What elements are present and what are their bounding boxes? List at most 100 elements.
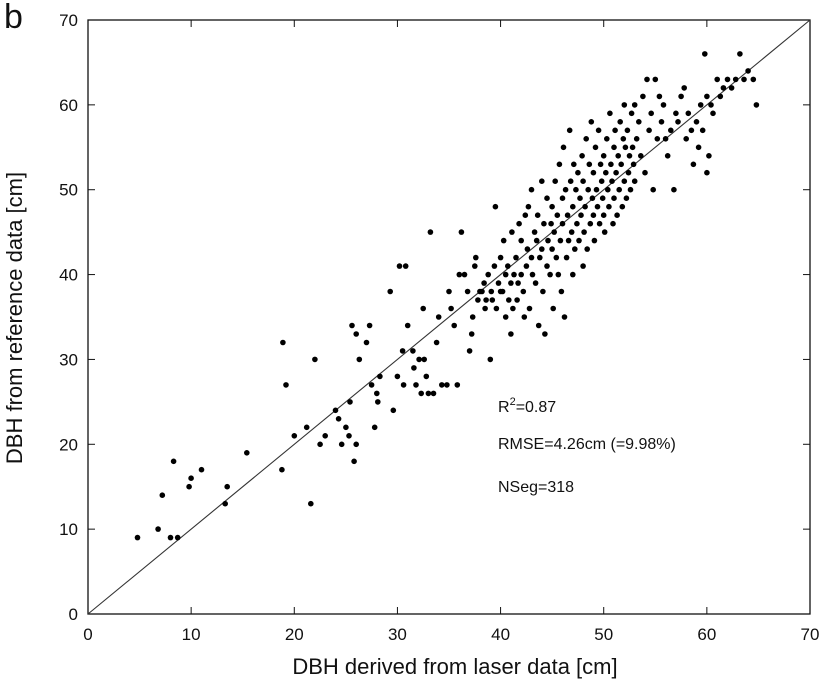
data-point <box>650 186 656 193</box>
data-point <box>690 161 697 168</box>
data-point <box>508 331 514 337</box>
data-point <box>524 246 531 252</box>
data-point <box>547 271 553 278</box>
data-point <box>159 492 166 499</box>
data-point <box>710 110 716 117</box>
data-point <box>487 356 494 363</box>
data-point <box>404 322 411 329</box>
data-point <box>541 220 547 227</box>
data-point <box>552 178 558 184</box>
data-point <box>601 229 608 235</box>
data-point <box>732 76 739 83</box>
data-point <box>586 161 593 168</box>
data-point <box>433 339 440 346</box>
data-point <box>280 339 286 346</box>
data-point <box>616 186 622 193</box>
data-point <box>591 237 598 244</box>
one-to-one-line <box>87 19 811 615</box>
data-point <box>472 263 478 269</box>
data-point <box>590 169 597 176</box>
data-point <box>346 433 352 439</box>
data-point <box>563 254 570 261</box>
data-point <box>493 305 500 312</box>
data-point <box>610 220 616 227</box>
data-point <box>627 186 634 193</box>
data-point <box>505 263 511 269</box>
data-point <box>537 254 543 261</box>
data-point <box>374 390 380 397</box>
data-point <box>621 178 628 184</box>
data-point <box>366 322 373 329</box>
data-point <box>555 271 562 278</box>
data-point <box>413 382 419 388</box>
data-point <box>222 500 228 507</box>
data-point <box>571 161 577 168</box>
data-point <box>502 314 509 320</box>
data-point <box>741 76 747 83</box>
data-point <box>371 424 378 431</box>
x-tick-label: 40 <box>491 625 510 644</box>
data-point <box>291 433 298 439</box>
y-tick-label: 50 <box>59 181 78 200</box>
x-tick-label: 30 <box>388 625 407 644</box>
data-point <box>420 305 427 312</box>
data-point <box>623 195 630 201</box>
data-point <box>630 161 637 168</box>
data-point <box>648 110 654 117</box>
data-point <box>174 534 181 541</box>
y-tick-label: 60 <box>59 96 78 115</box>
data-point <box>611 144 617 151</box>
data-point <box>446 288 452 295</box>
data-point <box>606 203 612 210</box>
data-point <box>565 237 572 244</box>
data-point <box>750 76 757 83</box>
data-point <box>720 85 727 91</box>
data-point <box>534 212 541 218</box>
data-point <box>198 466 205 473</box>
data-point <box>566 127 573 134</box>
data-point <box>283 382 289 388</box>
data-point <box>520 288 527 295</box>
x-axis-title: DBH derived from laser data [cm] <box>292 654 617 679</box>
data-point <box>640 93 646 100</box>
rmse-annotation: RMSE=4.26cm (=9.98%) <box>498 436 676 453</box>
data-point <box>451 322 458 329</box>
data-point <box>312 356 318 363</box>
data-point <box>444 382 450 388</box>
data-point <box>587 220 594 227</box>
x-tick-label: 20 <box>285 625 304 644</box>
data-point <box>425 390 432 397</box>
data-point <box>624 127 631 134</box>
data-point <box>558 288 565 295</box>
data-point <box>456 271 463 278</box>
data-point <box>544 263 550 269</box>
data-point <box>681 85 687 91</box>
data-point <box>513 254 519 261</box>
data-point <box>668 127 674 134</box>
data-point <box>636 119 642 125</box>
data-point <box>615 153 621 159</box>
data-point <box>549 203 555 210</box>
data-point <box>717 93 724 100</box>
r2-annotation: R2=0.87 <box>498 396 556 416</box>
data-point <box>642 169 648 176</box>
data-point <box>427 229 434 235</box>
data-point <box>439 382 445 388</box>
data-point <box>724 76 731 83</box>
data-point <box>697 102 704 108</box>
data-point <box>356 356 363 363</box>
data-point <box>631 102 638 108</box>
data-point <box>531 229 538 235</box>
data-point <box>675 119 681 125</box>
data-point <box>533 237 540 244</box>
data-point <box>279 466 285 473</box>
data-point <box>678 93 684 100</box>
data-point <box>578 212 584 218</box>
data-point <box>473 254 479 261</box>
data-point <box>492 203 499 210</box>
data-point <box>622 144 629 151</box>
data-point <box>303 424 310 431</box>
data-point <box>430 390 437 397</box>
data-point <box>335 416 342 422</box>
